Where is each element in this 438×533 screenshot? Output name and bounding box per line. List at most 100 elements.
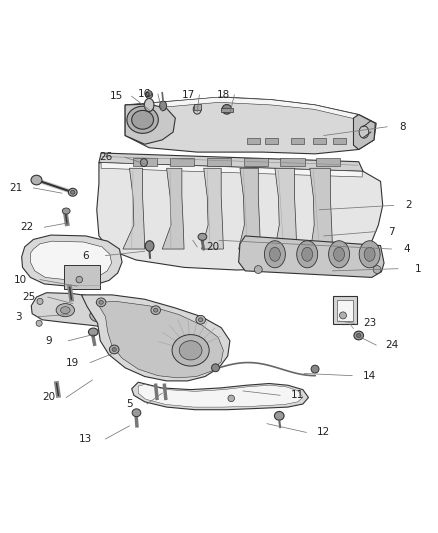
Ellipse shape xyxy=(354,331,364,340)
Polygon shape xyxy=(162,168,184,249)
Ellipse shape xyxy=(359,241,380,268)
Polygon shape xyxy=(133,158,157,166)
Ellipse shape xyxy=(198,233,207,240)
Ellipse shape xyxy=(364,247,375,261)
Bar xyxy=(337,300,353,321)
Ellipse shape xyxy=(334,247,345,261)
Polygon shape xyxy=(101,163,362,177)
Ellipse shape xyxy=(132,409,141,417)
Polygon shape xyxy=(239,236,384,277)
Text: 25: 25 xyxy=(22,292,36,302)
Text: 8: 8 xyxy=(399,122,406,132)
Ellipse shape xyxy=(159,101,166,111)
Polygon shape xyxy=(96,302,223,378)
Ellipse shape xyxy=(128,318,138,325)
Ellipse shape xyxy=(31,175,42,185)
Ellipse shape xyxy=(151,306,160,314)
Polygon shape xyxy=(280,158,304,166)
Polygon shape xyxy=(201,168,223,249)
Ellipse shape xyxy=(94,312,104,319)
Polygon shape xyxy=(275,168,297,249)
Text: 5: 5 xyxy=(126,399,133,409)
Text: 26: 26 xyxy=(99,152,112,163)
Ellipse shape xyxy=(112,348,117,351)
Ellipse shape xyxy=(145,241,154,251)
Text: 19: 19 xyxy=(66,358,79,368)
Text: 18: 18 xyxy=(217,90,230,100)
Ellipse shape xyxy=(60,306,70,313)
Ellipse shape xyxy=(254,265,262,273)
Ellipse shape xyxy=(88,328,98,336)
Text: 1: 1 xyxy=(414,264,421,273)
Text: 21: 21 xyxy=(9,183,23,193)
Polygon shape xyxy=(244,158,268,166)
Ellipse shape xyxy=(228,395,234,402)
Polygon shape xyxy=(99,153,363,171)
Polygon shape xyxy=(123,168,145,249)
Ellipse shape xyxy=(373,265,381,273)
Polygon shape xyxy=(239,168,261,249)
Text: 22: 22 xyxy=(20,222,34,232)
Text: 6: 6 xyxy=(82,251,89,261)
Text: 20: 20 xyxy=(206,242,219,252)
Text: 20: 20 xyxy=(42,392,55,402)
Polygon shape xyxy=(21,235,122,286)
Ellipse shape xyxy=(265,241,286,268)
Polygon shape xyxy=(265,138,278,144)
Text: 7: 7 xyxy=(388,227,395,237)
Text: 24: 24 xyxy=(385,340,398,350)
Bar xyxy=(194,104,201,110)
Text: 13: 13 xyxy=(79,434,92,444)
Ellipse shape xyxy=(99,300,103,304)
Text: 15: 15 xyxy=(110,91,123,101)
Ellipse shape xyxy=(36,320,42,326)
Ellipse shape xyxy=(196,316,205,324)
Polygon shape xyxy=(247,138,261,144)
Ellipse shape xyxy=(76,276,82,283)
Ellipse shape xyxy=(357,334,361,337)
Polygon shape xyxy=(170,158,194,166)
Ellipse shape xyxy=(212,364,219,372)
Ellipse shape xyxy=(198,318,203,322)
Ellipse shape xyxy=(68,188,77,196)
Polygon shape xyxy=(207,158,231,166)
Ellipse shape xyxy=(359,126,369,138)
Text: 11: 11 xyxy=(291,390,304,400)
Ellipse shape xyxy=(56,304,74,317)
Ellipse shape xyxy=(132,110,153,129)
Polygon shape xyxy=(310,168,332,249)
Text: 14: 14 xyxy=(363,370,376,381)
Polygon shape xyxy=(316,158,340,166)
Text: 9: 9 xyxy=(46,336,52,346)
Polygon shape xyxy=(313,138,326,144)
Polygon shape xyxy=(132,382,308,410)
Ellipse shape xyxy=(275,411,284,420)
Polygon shape xyxy=(221,108,233,112)
Text: 3: 3 xyxy=(15,312,21,322)
Ellipse shape xyxy=(90,309,108,322)
Ellipse shape xyxy=(62,208,70,214)
Polygon shape xyxy=(97,163,383,270)
Ellipse shape xyxy=(222,104,232,114)
Text: 17: 17 xyxy=(182,90,195,100)
Ellipse shape xyxy=(124,314,142,328)
Ellipse shape xyxy=(146,92,152,99)
Ellipse shape xyxy=(141,159,148,166)
Polygon shape xyxy=(291,138,304,144)
Ellipse shape xyxy=(145,99,154,111)
Polygon shape xyxy=(353,115,375,149)
Bar xyxy=(333,296,357,324)
Ellipse shape xyxy=(311,365,319,373)
Ellipse shape xyxy=(179,341,202,360)
Text: 12: 12 xyxy=(317,427,330,438)
Ellipse shape xyxy=(172,335,209,366)
Polygon shape xyxy=(81,295,230,381)
Polygon shape xyxy=(127,97,358,119)
Polygon shape xyxy=(125,104,175,144)
Ellipse shape xyxy=(96,298,106,306)
Polygon shape xyxy=(125,97,376,154)
Text: 10: 10 xyxy=(14,274,27,285)
Ellipse shape xyxy=(37,298,43,304)
Ellipse shape xyxy=(71,190,75,194)
Text: 4: 4 xyxy=(403,244,410,254)
